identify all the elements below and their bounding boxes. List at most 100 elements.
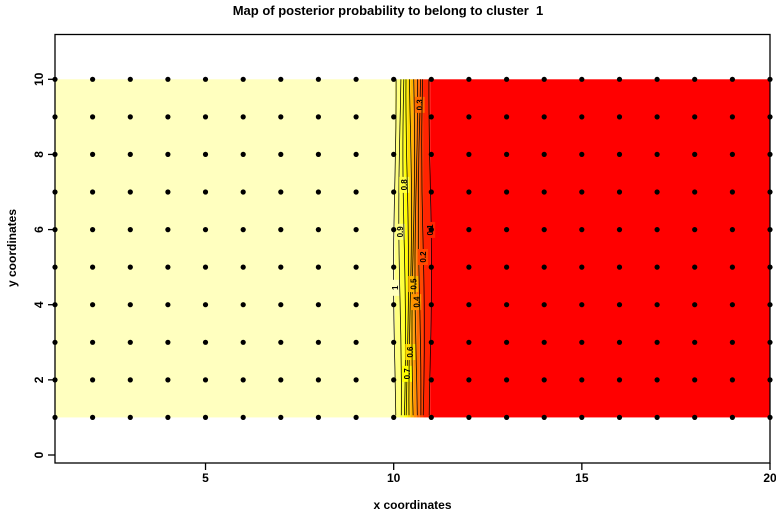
grid-dot <box>240 76 246 82</box>
grid-dot <box>315 227 321 233</box>
grid-dot <box>579 151 585 157</box>
contour-label-bg <box>395 223 406 240</box>
grid-dot <box>466 189 472 195</box>
heat-stripe <box>404 79 408 418</box>
grid-dot <box>654 339 660 345</box>
contour-label-bg <box>402 365 413 382</box>
grid-dot <box>353 114 359 120</box>
grid-dot <box>654 227 660 233</box>
grid-dot <box>579 264 585 270</box>
contour-line <box>411 79 415 416</box>
contour-label: 0.5 <box>409 278 418 290</box>
grid-dot <box>654 151 660 157</box>
grid-dot <box>654 302 660 308</box>
x-axis-label: x coordinates <box>373 498 452 512</box>
grid-dot <box>90 227 96 233</box>
grid-dot <box>165 76 171 82</box>
grid-dot <box>428 114 434 120</box>
grid-dot <box>616 114 623 120</box>
grid-dot <box>90 76 96 82</box>
y-tick-label: 10 <box>32 72 46 86</box>
contour-label-group: 0.8 <box>399 176 410 193</box>
contour-label: 0.3 <box>416 99 425 111</box>
grid-dot <box>165 339 171 345</box>
grid-dot <box>504 414 510 420</box>
y-tick-label: 8 <box>32 151 46 158</box>
y-axis-label: y coordinates <box>5 208 19 288</box>
heat-stripe <box>55 79 395 418</box>
contour-line <box>398 79 402 416</box>
grid-dot <box>541 264 547 270</box>
grid-dot <box>654 76 660 82</box>
grid-dot <box>240 227 246 233</box>
grid-dot <box>353 227 359 233</box>
y-tick-label: 6 <box>32 226 46 233</box>
grid-dot <box>202 264 209 270</box>
x-tick-label: 15 <box>575 471 589 485</box>
grid-dot <box>391 414 397 420</box>
grid-dot <box>428 264 434 270</box>
grid-dot <box>165 114 171 120</box>
grid-dot <box>391 76 397 82</box>
grid-dot <box>127 151 133 157</box>
grid-dot <box>692 377 698 383</box>
grid-dot <box>729 227 736 233</box>
grid-dot <box>729 414 736 420</box>
grid-dot <box>428 302 434 308</box>
grid-dot <box>165 151 171 157</box>
grid-dot <box>541 339 547 345</box>
grid-dot <box>654 189 660 195</box>
grid-dot <box>278 264 284 270</box>
grid-dot <box>127 302 133 308</box>
contour-label: 0.9 <box>396 226 405 238</box>
grid-dot <box>278 151 284 157</box>
contour-line <box>418 79 422 416</box>
grid-dot <box>90 302 96 308</box>
contour-label-group: 0.7 <box>402 365 413 382</box>
grid-dot <box>466 227 472 233</box>
contour-label: 0.7 <box>403 368 412 380</box>
plot-frame <box>54 33 771 464</box>
grid-dot <box>202 114 209 120</box>
grid-dot <box>90 414 96 420</box>
grid-dot <box>579 414 585 420</box>
grid-dot <box>240 414 246 420</box>
contour-label-group: 0.6 <box>405 344 416 361</box>
heat-stripe <box>430 79 770 418</box>
grid-dot <box>466 151 472 157</box>
grid-dot <box>616 227 623 233</box>
grid-dot <box>353 339 359 345</box>
grid-dot <box>353 264 359 270</box>
contour-line <box>393 79 397 416</box>
grid-dot <box>504 114 510 120</box>
grid-dot <box>315 114 321 120</box>
x-tick-label: 20 <box>763 471 776 485</box>
x-axis: 5 10 15 20 <box>202 463 776 485</box>
grid-dot <box>278 114 284 120</box>
contour-label-bg <box>405 344 416 361</box>
contour-label: 1 <box>391 285 400 290</box>
grid-dot <box>504 264 510 270</box>
grid-dot <box>391 189 397 195</box>
grid-dot <box>504 151 510 157</box>
grid-dot <box>616 339 623 345</box>
contour-label-group: 0.4 <box>411 294 422 311</box>
grid-dot <box>391 302 397 308</box>
grid-dots <box>52 76 773 420</box>
grid-dot <box>692 227 698 233</box>
grid-dot <box>90 339 96 345</box>
grid-dot <box>466 339 472 345</box>
grid-dot <box>127 114 133 120</box>
grid-dot <box>90 151 96 157</box>
grid-dot <box>579 302 585 308</box>
contour-label-bg <box>408 276 419 293</box>
grid-dot <box>654 114 660 120</box>
grid-dot <box>579 189 585 195</box>
grid-dot <box>654 264 660 270</box>
grid-dot <box>240 114 246 120</box>
grid-dot <box>654 377 660 383</box>
x-tick-label: 5 <box>202 471 209 485</box>
grid-dot <box>90 377 96 383</box>
grid-dot <box>391 264 397 270</box>
